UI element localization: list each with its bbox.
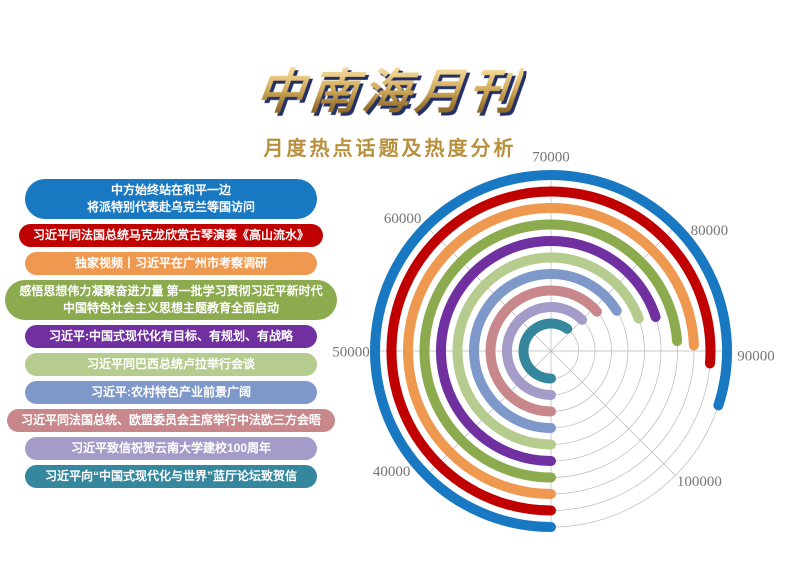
topic-pill: 习近平:农村特色产业前景广阔 <box>25 381 317 405</box>
chart-arc <box>403 203 699 499</box>
axis-tick-label: 90000 <box>737 348 775 364</box>
axis-tick-label: 50000 <box>332 344 370 360</box>
axis-tick-label: 40000 <box>373 464 411 480</box>
topic-pill: 习近平同法国总统、欧盟委员会主席举行中法欧三方会晤 <box>6 409 335 433</box>
topic-pill: 习近平致信祝贺云南大学建校100周年 <box>25 437 317 461</box>
axis-tick-label: 60000 <box>384 211 422 227</box>
axis-tick-label: 70000 <box>532 149 570 165</box>
chart-arc <box>469 269 622 433</box>
chart-arc <box>501 302 588 400</box>
axis-tick-label: 100000 <box>677 474 722 490</box>
topic-pill: 习近平同法国总统马克龙欣赏古琴演奏《高山流水》 <box>18 224 323 248</box>
topic-pill: 习近平:中国式现代化有目标、有规划、有战略 <box>25 325 317 349</box>
axis-tick-label: 80000 <box>691 223 729 239</box>
chart-arc <box>452 252 644 450</box>
topic-pill: 中方始终站在和平一边 将派特别代表赴乌克兰等国访问 <box>25 179 317 220</box>
grid-spoke <box>550 350 676 476</box>
chart-arcs <box>370 170 733 532</box>
chart-arc <box>485 285 602 417</box>
chart-arc <box>435 236 661 466</box>
header: 中南海月刊 月度热点话题及热度分析 <box>0 52 780 161</box>
topic-pill: 习近平向“中国式现代化与世界”蓝厅论坛致贺信 <box>25 465 317 489</box>
radial-axis-labels: 40000 50000 60000 70000 80000 90000 100000 <box>332 149 775 489</box>
chart-arc <box>518 318 573 384</box>
chart-arc <box>419 219 683 483</box>
topic-pill: 习近平同巴西总统卢拉举行会谈 <box>25 353 317 377</box>
topic-pill: 独家视频丨习近平在广州市考察调研 <box>25 252 317 276</box>
chart-arc <box>370 170 733 532</box>
page-subtitle: 月度热点话题及热度分析 <box>263 138 517 160</box>
topic-pill: 感悟思想伟力凝聚奋进力量 第一批学习贯彻习近平新时代 中国特色社会主义思想主题教… <box>5 280 337 321</box>
chart-arc <box>386 186 716 516</box>
topic-list: 中方始终站在和平一边 将派特别代表赴乌克兰等国访问习近平同法国总统马克龙欣赏古琴… <box>2 179 340 489</box>
